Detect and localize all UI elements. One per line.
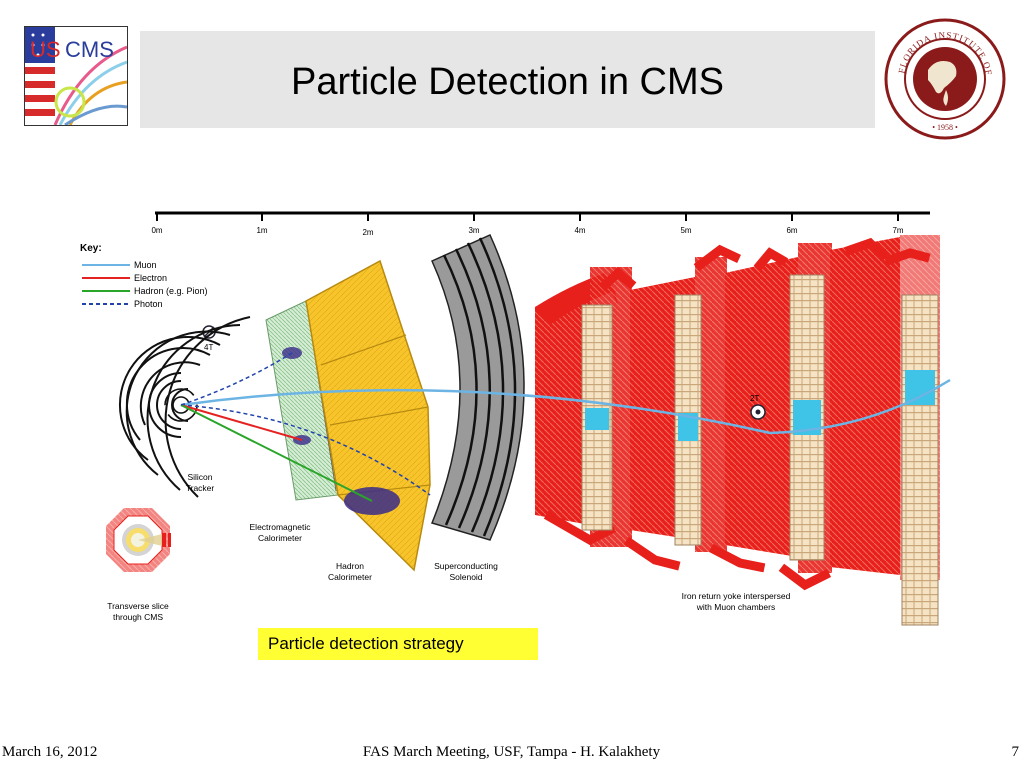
svg-text:CMS: CMS (65, 37, 114, 62)
footer-page-number: 7 (1011, 744, 1020, 760)
scale-tick-2: 2m (362, 228, 373, 237)
superconducting-solenoid (430, 234, 525, 541)
legend-key: Key: Muon Electron Hadron (e.g. Pion) Ph… (80, 243, 208, 309)
key-hadron: Hadron (e.g. Pion) (134, 286, 208, 296)
key-electron: Electron (134, 273, 167, 283)
label-hcal-2: Calorimeter (328, 572, 372, 582)
uscms-logo-text: US (30, 37, 61, 62)
field-2t-icon: 2T (750, 394, 766, 420)
svg-text:• 1958 •: • 1958 • (932, 123, 958, 132)
scale-tick-0: 0m (151, 226, 162, 235)
label-ecal-2: Calorimeter (258, 533, 302, 543)
footer-date: March 16, 2012 (2, 744, 98, 760)
label-slice-1: Transverse slice (107, 601, 169, 611)
muon-chambers (581, 274, 939, 626)
label-slice-2: through CMS (113, 612, 163, 622)
scale-tick-6: 6m (786, 226, 797, 235)
label-yoke-2: with Muon chambers (696, 602, 775, 612)
title-band: Particle Detection in CMS (140, 31, 875, 128)
key-photon: Photon (134, 299, 163, 309)
scale-tick-3: 3m (468, 226, 479, 235)
slide-title: Particle Detection in CMS (291, 61, 724, 103)
label-yoke-1: Iron return yoke interspersed (682, 591, 791, 601)
strategy-caption-text: Particle detection strategy (268, 634, 464, 653)
label-ecal-1: Electromagnetic (250, 522, 312, 532)
label-solenoid-2: Solenoid (449, 572, 482, 582)
transverse-slice-thumbnail (106, 508, 171, 572)
label-tracker-2: Tracker (186, 483, 215, 493)
scale-ruler: 0m 1m 2m 3m 4m 5m 6m 7m (151, 211, 930, 237)
particle-tracks (180, 352, 951, 502)
strategy-caption: Particle detection strategy (258, 628, 538, 660)
key-muon: Muon (134, 260, 157, 270)
footer-center: FAS March Meeting, USF, Tampa - H. Kalak… (362, 744, 661, 760)
key-title: Key: (80, 243, 102, 254)
scale-tick-4: 4m (574, 226, 585, 235)
scale-tick-1: 1m (256, 226, 267, 235)
field-2t-label: 2T (750, 394, 759, 403)
scale-tick-5: 5m (680, 226, 691, 235)
florida-tech-seal-icon: FLORIDA INSTITUTE OF TECHNOLOGY • 1958 • (880, 10, 1006, 140)
label-solenoid-1: Superconducting (434, 561, 498, 571)
cms-detector-diagram: 0m 1m 2m 3m 4m 5m 6m 7m Key: Muon Electr… (80, 211, 951, 626)
uscms-logo: US CMS (24, 26, 128, 126)
hcal-sector (305, 259, 431, 572)
scale-tick-7: 7m (892, 226, 903, 235)
field-4t-label: 4T (204, 343, 213, 352)
label-hcal-1: Hadron (336, 561, 364, 571)
label-tracker-1: Silicon (187, 472, 212, 482)
